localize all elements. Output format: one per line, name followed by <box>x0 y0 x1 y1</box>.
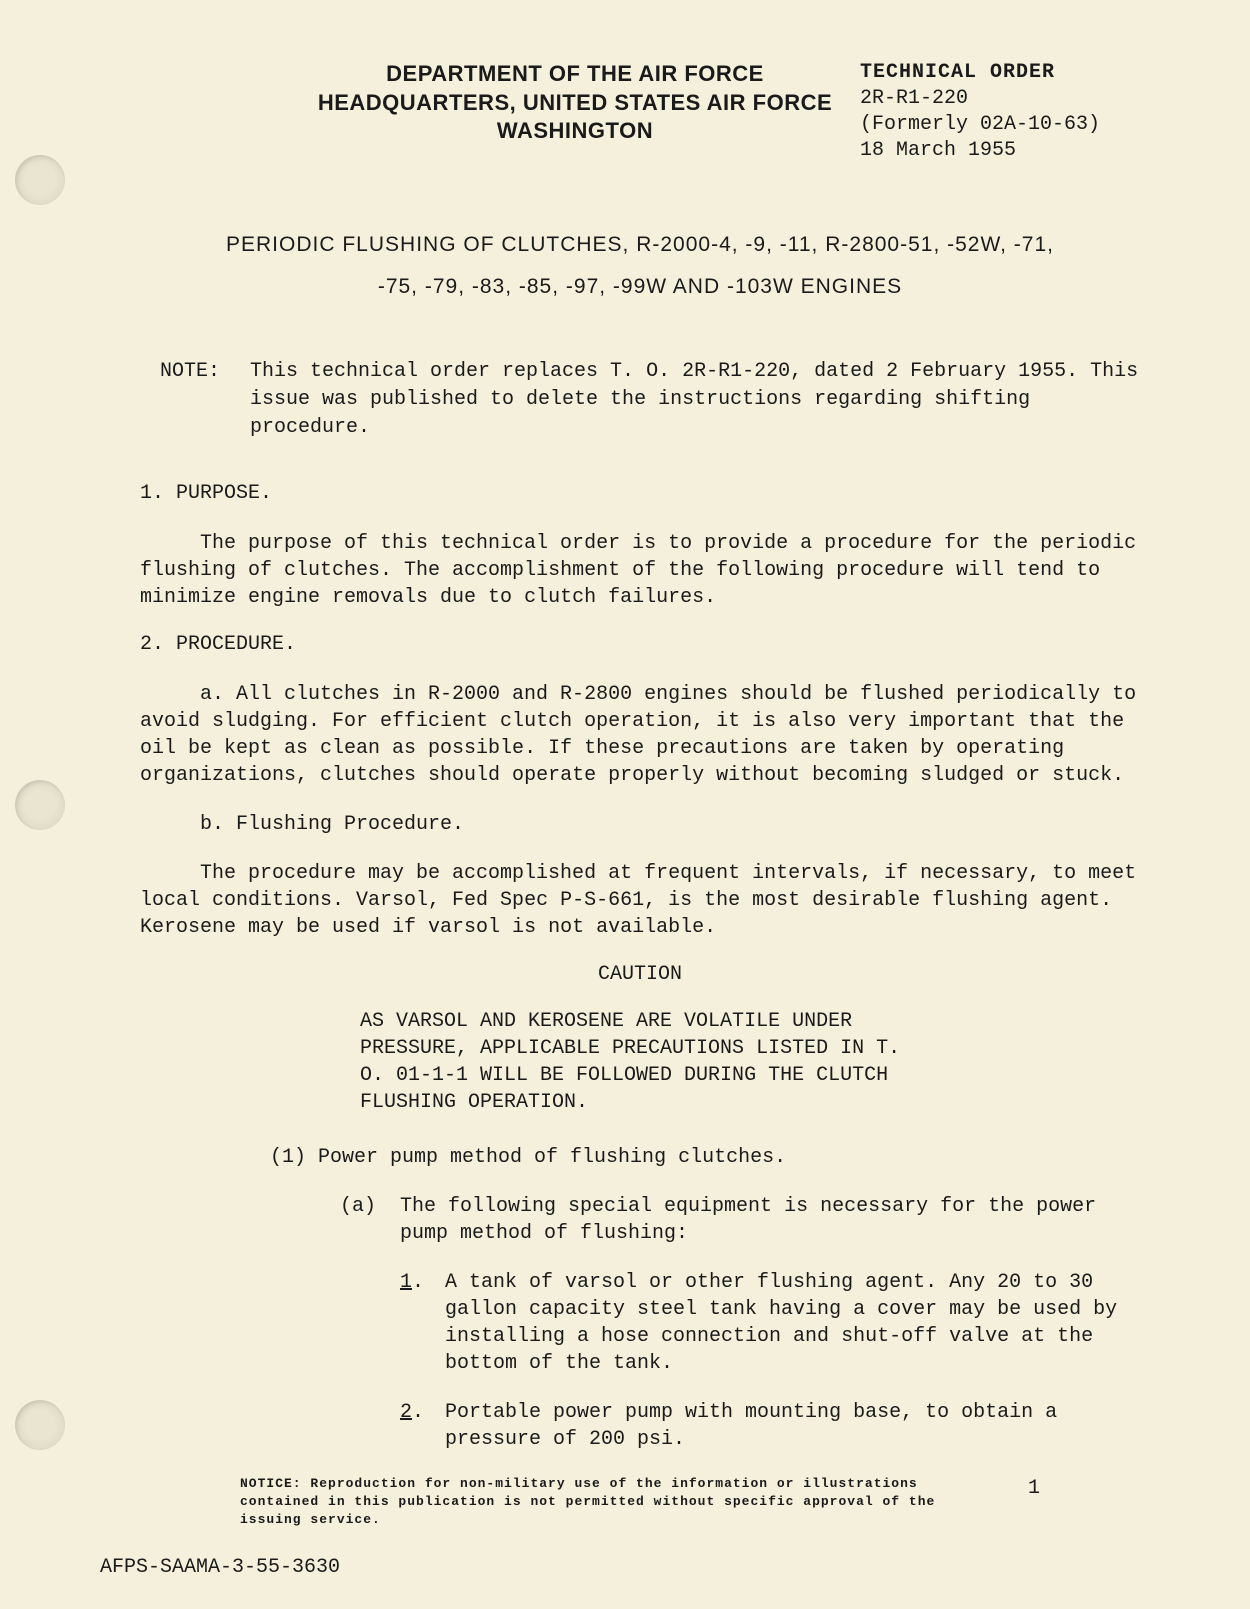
section-1-heading: 1. PURPOSE. <box>140 482 1140 505</box>
header-line1: DEPARTMENT OF THE AIR FORCE <box>290 60 860 89</box>
sub-item-1: 1. A tank of varsol or other flushing ag… <box>140 1269 1140 1377</box>
section-2-heading: 2. PROCEDURE. <box>140 633 1140 656</box>
header-line2: HEADQUARTERS, UNITED STATES AIR FORCE <box>290 89 860 118</box>
section-2b-heading: b. Flushing Procedure. <box>140 811 1140 838</box>
note-block: NOTE: This technical order replaces T. O… <box>140 358 1140 442</box>
document-header: DEPARTMENT OF THE AIR FORCE HEADQUARTERS… <box>140 60 1140 164</box>
footer-notice: NOTICE: Reproduction for non-military us… <box>140 1475 1140 1530</box>
header-line3: WASHINGTON <box>290 117 860 146</box>
section-2a: a. All clutches in R-2000 and R-2800 eng… <box>140 681 1140 789</box>
section-1-para: The purpose of this technical order is t… <box>140 530 1140 611</box>
header-order-info: TECHNICAL ORDER 2R-R1-220 (Formerly 02A-… <box>860 60 1140 164</box>
sub-item-2-text: Portable power pump with mounting base, … <box>445 1399 1140 1453</box>
item-1: (1) Power pump method of flushing clutch… <box>140 1144 1140 1171</box>
item-1a-marker: (a) <box>340 1193 400 1247</box>
header-order-date: 18 March 1955 <box>860 138 1140 164</box>
item-1a: (a) The following special equipment is n… <box>140 1193 1140 1247</box>
note-text: This technical order replaces T. O. 2R-R… <box>250 358 1140 442</box>
document-title: PERIODIC FLUSHING OF CLUTCHES, R-2000-4,… <box>140 224 1140 308</box>
header-department: DEPARTMENT OF THE AIR FORCE HEADQUARTERS… <box>140 60 860 164</box>
header-order-title: TECHNICAL ORDER <box>860 60 1140 86</box>
section-2b-para: The procedure may be accomplished at fre… <box>140 860 1140 941</box>
caution-text: AS VARSOL AND KEROSENE ARE VOLATILE UNDE… <box>360 1008 920 1116</box>
caution-heading: CAUTION <box>140 963 1140 986</box>
footer-notice-text: NOTICE: Reproduction for non-military us… <box>240 1475 988 1530</box>
footer-id: AFPS-SAAMA-3-55-3630 <box>100 1556 340 1579</box>
note-label: NOTE: <box>160 358 250 442</box>
sub-item-2-marker: 2. <box>400 1399 445 1453</box>
header-order-formerly: (Formerly 02A-10-63) <box>860 112 1140 138</box>
header-order-number: 2R-R1-220 <box>860 86 1140 112</box>
title-line1: PERIODIC FLUSHING OF CLUTCHES, R-2000-4,… <box>140 224 1140 266</box>
sub-item-1-marker: 1. <box>400 1269 445 1377</box>
sub-item-1-text: A tank of varsol or other flushing agent… <box>445 1269 1140 1377</box>
sub-item-2: 2. Portable power pump with mounting bas… <box>140 1399 1140 1453</box>
item-1a-text: The following special equipment is neces… <box>400 1193 1140 1247</box>
title-line2: -75, -79, -83, -85, -97, -99W AND -103W … <box>140 266 1140 308</box>
page-number: 1 <box>1028 1475 1040 1503</box>
